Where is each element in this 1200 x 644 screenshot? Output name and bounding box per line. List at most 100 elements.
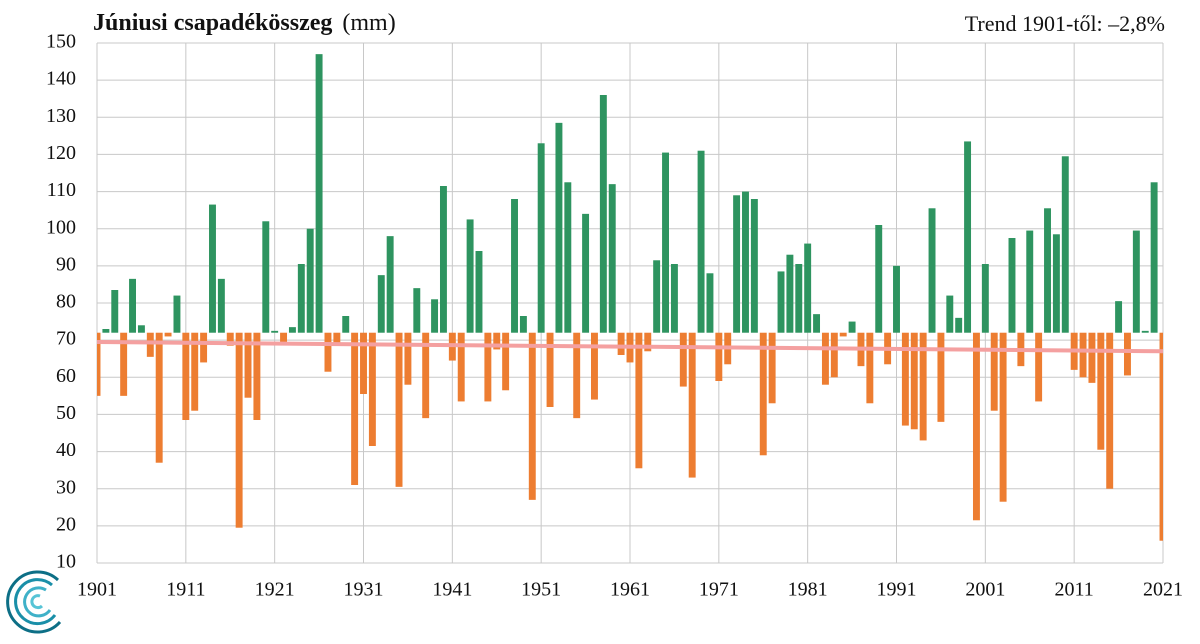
bar <box>182 332 190 420</box>
bar <box>875 225 883 333</box>
bar <box>1097 332 1105 450</box>
bar <box>830 332 838 378</box>
bar <box>635 332 643 469</box>
bar <box>893 265 900 333</box>
bar <box>706 273 714 333</box>
bar <box>368 332 376 446</box>
bar <box>120 332 128 396</box>
bar <box>315 54 323 333</box>
bar <box>901 332 909 426</box>
y-tick-label: 130 <box>46 105 76 127</box>
logo <box>6 570 62 634</box>
bar <box>395 332 403 487</box>
bar <box>679 332 687 387</box>
bar <box>599 95 607 333</box>
x-tick-label: 2001 <box>965 579 1005 601</box>
bar <box>324 332 332 372</box>
bar <box>173 295 181 333</box>
bar <box>555 122 563 333</box>
x-tick-label: 1931 <box>344 579 384 601</box>
bar <box>972 332 980 521</box>
bar <box>688 332 696 478</box>
bar <box>1052 234 1060 333</box>
chart-title-unit: (mm) <box>342 10 395 36</box>
bar <box>582 213 590 333</box>
bar <box>493 332 501 350</box>
y-tick-label: 70 <box>56 328 76 350</box>
y-tick-label: 30 <box>56 476 76 498</box>
bar <box>102 329 110 333</box>
bar <box>937 332 945 422</box>
bar <box>777 271 785 333</box>
bar <box>209 204 216 333</box>
bar <box>1115 301 1123 333</box>
x-tick-label: 1981 <box>788 579 828 601</box>
bar <box>111 290 119 333</box>
bar <box>146 332 154 357</box>
bar <box>511 199 518 333</box>
bar <box>137 325 145 333</box>
bar <box>697 150 705 333</box>
bar <box>1159 332 1163 541</box>
bar <box>670 264 678 333</box>
x-tick-label: 1991 <box>877 579 917 601</box>
bar <box>439 186 447 333</box>
bar <box>573 332 581 419</box>
x-tick-label: 2021 <box>1143 579 1183 601</box>
bar <box>297 264 305 333</box>
bar <box>804 243 812 333</box>
bar <box>1124 332 1131 376</box>
bar <box>821 332 829 385</box>
y-tick-label: 60 <box>56 365 76 387</box>
bar <box>733 195 741 333</box>
y-tick-label: 150 <box>46 31 76 53</box>
bar <box>1106 332 1114 489</box>
bar <box>244 332 252 398</box>
x-tick-label: 1911 <box>166 579 205 601</box>
bar <box>217 278 225 333</box>
bar <box>617 332 625 355</box>
bar <box>342 316 350 333</box>
y-tick-label: 10 <box>56 551 76 573</box>
bar <box>475 251 483 333</box>
bar <box>813 314 821 333</box>
trend-line <box>96 340 1164 354</box>
bar <box>333 332 341 346</box>
bar <box>271 330 279 333</box>
bar <box>1061 156 1069 333</box>
bar <box>519 316 527 333</box>
bar <box>768 332 776 404</box>
bar <box>564 182 572 333</box>
bar <box>644 332 652 352</box>
bar <box>786 254 794 333</box>
bar <box>999 332 1007 502</box>
bar <box>306 228 314 333</box>
bar <box>280 332 288 342</box>
bar <box>235 332 243 528</box>
bar <box>1150 182 1158 333</box>
bar <box>288 327 296 333</box>
overlay <box>96 340 1164 354</box>
bar <box>866 332 874 404</box>
bar <box>386 236 394 333</box>
x-tick-label: 2011 <box>1055 579 1094 601</box>
bar <box>1132 230 1140 333</box>
y-tick-label: 20 <box>56 513 76 535</box>
bar <box>919 332 927 441</box>
x-tick-label: 1971 <box>699 579 739 601</box>
y-tick-label: 140 <box>46 68 76 90</box>
bar <box>528 332 536 500</box>
y-tick-label: 120 <box>46 142 76 164</box>
trend-annotation: Trend 1901-től: –2,8% <box>965 11 1165 36</box>
bar <box>742 191 749 333</box>
bar <box>591 332 598 400</box>
bar <box>404 332 412 385</box>
chart-title-line: Júniusi csapadékösszeg (mm) <box>93 10 396 36</box>
bar <box>262 221 270 333</box>
x-tick-label: 1901 <box>77 579 117 601</box>
bar <box>750 199 758 333</box>
bar <box>200 332 208 363</box>
bar <box>351 332 359 485</box>
bar <box>360 332 367 394</box>
